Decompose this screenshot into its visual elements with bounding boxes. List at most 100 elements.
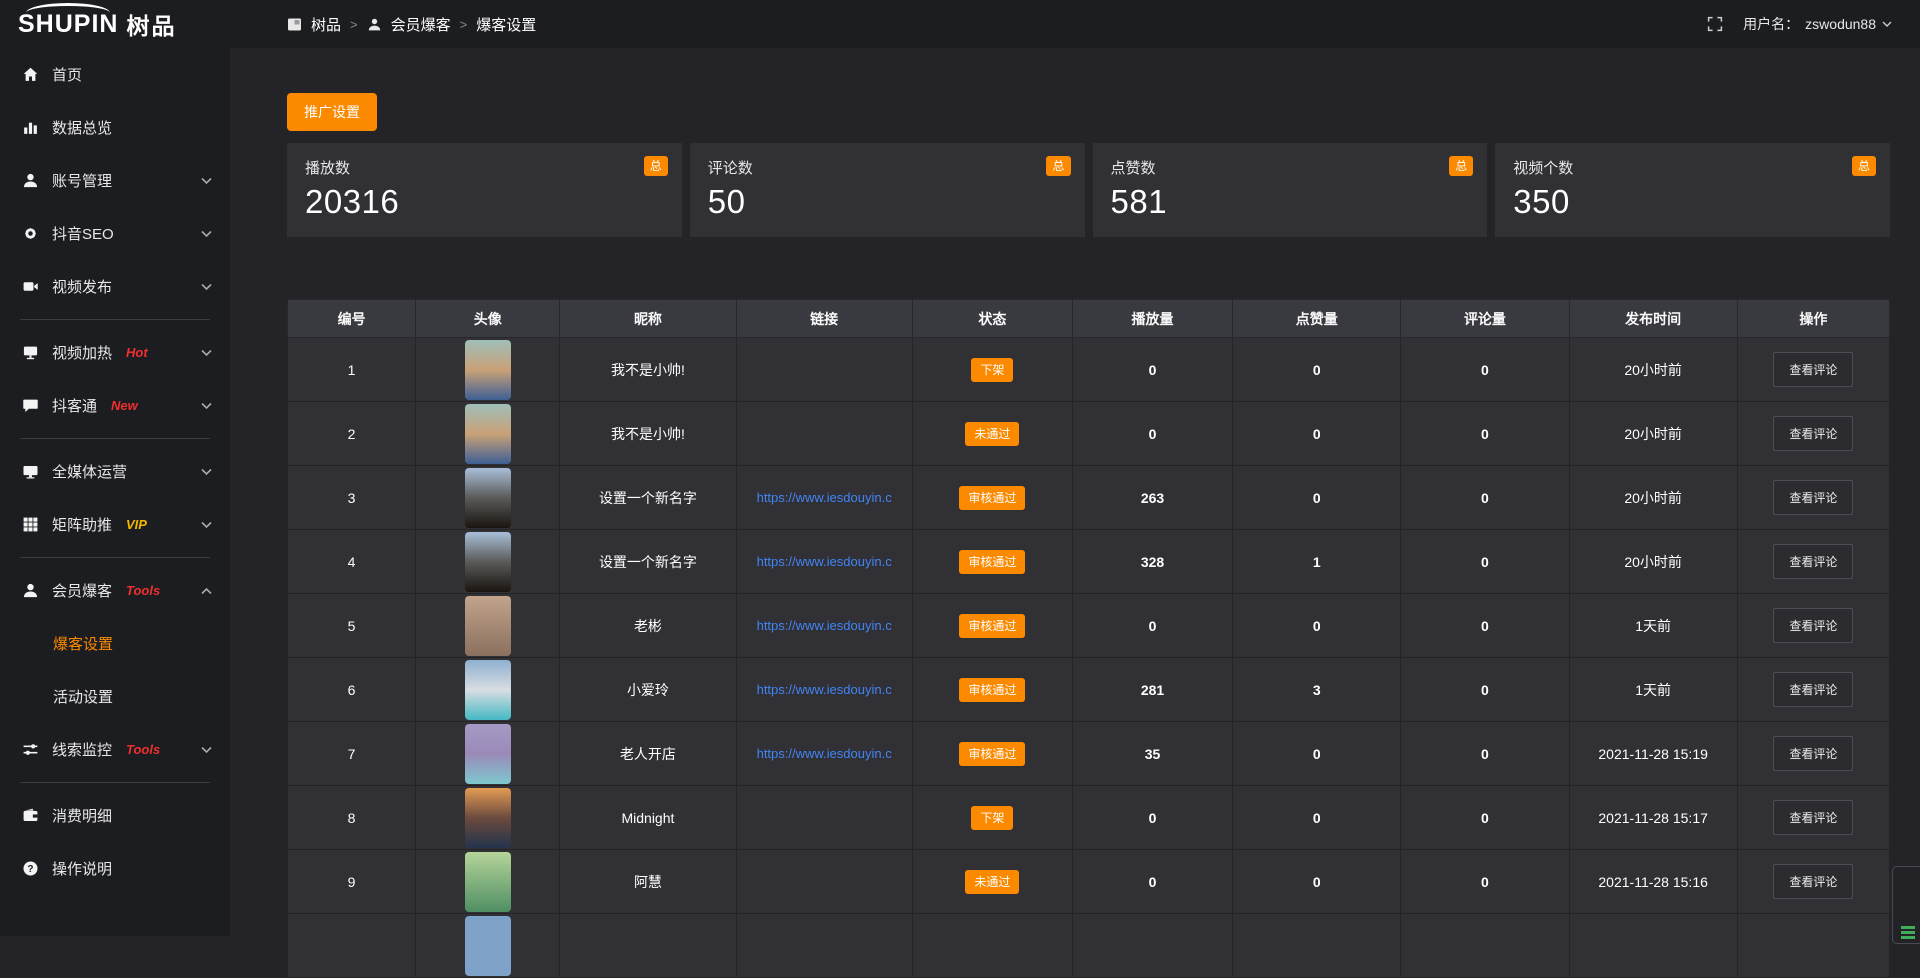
table-header-row: 编号头像昵称链接状态播放量点赞量评论量发布时间操作 bbox=[288, 300, 1890, 338]
sidebar-item-video-publish[interactable]: 视频发布 bbox=[0, 260, 230, 313]
avatar bbox=[465, 916, 511, 976]
table-row: 6 小爱玲 https://www.iesdouyin.c 审核通过 281 3… bbox=[288, 658, 1890, 722]
likes-cell: 0 bbox=[1233, 466, 1401, 530]
top-bar: 树品 > 会员爆客 > 爆客设置 用户名：zswodun88 bbox=[230, 0, 1920, 48]
sidebar-divider bbox=[20, 438, 210, 439]
comments-cell: 0 bbox=[1401, 530, 1569, 594]
view-comments-button[interactable]: 查看评论 bbox=[1773, 352, 1853, 387]
avatar bbox=[465, 788, 511, 848]
video-link[interactable]: https://www.iesdouyin.c bbox=[736, 466, 912, 530]
sidebar: SHUPIN 树品 首页 数据总览 账号管理 抖音SEO 视频发布 视频加热 H… bbox=[0, 0, 230, 936]
comments-cell: 0 bbox=[1401, 850, 1569, 914]
username-value: zswodun88 bbox=[1805, 16, 1876, 32]
table-row: 5 老彬 https://www.iesdouyin.c 审核通过 0 0 0 … bbox=[288, 594, 1890, 658]
video-table: 编号头像昵称链接状态播放量点赞量评论量发布时间操作 1 我不是小帅! 下架 0 … bbox=[287, 299, 1890, 978]
sidebar-item-home[interactable]: 首页 bbox=[0, 48, 230, 101]
sidebar-item-matrix-boost[interactable]: 矩阵助推 VIP bbox=[0, 498, 230, 551]
fullscreen-icon[interactable] bbox=[1707, 16, 1723, 32]
breadcrumb-separator: > bbox=[460, 17, 468, 32]
sidebar-item-data-overview[interactable]: 数据总览 bbox=[0, 101, 230, 154]
publish-time-cell: 20小时前 bbox=[1569, 530, 1737, 594]
brand-logo: SHUPIN 树品 bbox=[0, 0, 230, 48]
sidebar-subitem-activity-settings[interactable]: 活动设置 bbox=[0, 670, 230, 723]
stat-value: 581 bbox=[1111, 183, 1470, 221]
likes-cell: 0 bbox=[1233, 786, 1401, 850]
row-index: 6 bbox=[288, 658, 416, 722]
topbar-right: 用户名： zswodun88 bbox=[1707, 14, 1892, 34]
promotion-settings-button[interactable]: 推广设置 bbox=[287, 93, 377, 131]
column-header: 头像 bbox=[416, 300, 560, 338]
avatar bbox=[465, 724, 511, 784]
view-comments-button[interactable]: 查看评论 bbox=[1773, 672, 1853, 707]
likes-cell: 0 bbox=[1233, 402, 1401, 466]
comments-cell: 0 bbox=[1401, 594, 1569, 658]
tools-badge: Tools bbox=[126, 583, 160, 598]
chat-bubble-icon bbox=[22, 397, 39, 414]
avatar bbox=[465, 340, 511, 400]
sidebar-item-douketong[interactable]: 抖客通 New bbox=[0, 379, 230, 432]
sidebar-subitem-baoke-settings[interactable]: 爆客设置 bbox=[0, 617, 230, 670]
video-link[interactable] bbox=[736, 402, 912, 466]
likes-cell: 0 bbox=[1233, 850, 1401, 914]
stat-label: 播放数 bbox=[305, 157, 664, 178]
view-comments-button[interactable]: 查看评论 bbox=[1773, 416, 1853, 451]
sidebar-item-video-heat[interactable]: 视频加热 Hot bbox=[0, 326, 230, 379]
tools-badge: Tools bbox=[126, 742, 160, 757]
breadcrumb-parent[interactable]: 会员爆客 bbox=[391, 14, 451, 35]
view-comments-button[interactable]: 查看评论 bbox=[1773, 480, 1853, 515]
stat-label: 视频个数 bbox=[1513, 157, 1872, 178]
sidebar-item-member-baoke[interactable]: 会员爆客 Tools bbox=[0, 564, 230, 617]
nickname-cell: 我不是小帅! bbox=[560, 402, 736, 466]
sidebar-item-account-manage[interactable]: 账号管理 bbox=[0, 154, 230, 207]
view-comments-button[interactable]: 查看评论 bbox=[1773, 608, 1853, 643]
video-link[interactable] bbox=[736, 914, 912, 978]
video-link[interactable]: https://www.iesdouyin.c bbox=[736, 722, 912, 786]
bar-chart-icon bbox=[22, 119, 39, 136]
nickname-cell: 设置一个新名字 bbox=[560, 466, 736, 530]
status-badge: 未通过 bbox=[965, 870, 1019, 894]
column-header: 播放量 bbox=[1072, 300, 1232, 338]
sidebar-divider bbox=[20, 557, 210, 558]
monitor-icon bbox=[22, 463, 39, 480]
video-link[interactable] bbox=[736, 786, 912, 850]
user-menu[interactable]: 用户名： zswodun88 bbox=[1743, 14, 1892, 34]
floating-widget[interactable] bbox=[1892, 866, 1920, 944]
video-link[interactable]: https://www.iesdouyin.c bbox=[736, 530, 912, 594]
sidebar-item-clue-monitor[interactable]: 线索监控 Tools bbox=[0, 723, 230, 776]
plays-cell bbox=[1072, 914, 1232, 978]
nickname-cell: 阿慧 bbox=[560, 850, 736, 914]
view-comments-button[interactable]: 查看评论 bbox=[1773, 736, 1853, 771]
avatar bbox=[465, 596, 511, 656]
video-link[interactable] bbox=[736, 850, 912, 914]
video-link[interactable] bbox=[736, 338, 912, 402]
username-label: 用户名： bbox=[1743, 14, 1799, 34]
view-comments-button[interactable]: 查看评论 bbox=[1773, 864, 1853, 899]
view-comments-button[interactable]: 查看评论 bbox=[1773, 544, 1853, 579]
grid-icon bbox=[22, 516, 39, 533]
sidebar-item-all-media[interactable]: 全媒体运营 bbox=[0, 445, 230, 498]
status-badge: 未通过 bbox=[965, 422, 1019, 446]
plays-cell: 281 bbox=[1072, 658, 1232, 722]
row-index: 8 bbox=[288, 786, 416, 850]
column-header: 点赞量 bbox=[1233, 300, 1401, 338]
sidebar-item-operation-guide[interactable]: ? 操作说明 bbox=[0, 842, 230, 895]
publish-time-cell: 20小时前 bbox=[1569, 338, 1737, 402]
row-index: 2 bbox=[288, 402, 416, 466]
nickname-cell: 老彬 bbox=[560, 594, 736, 658]
logo-arc-decoration bbox=[26, 3, 110, 13]
view-comments-button[interactable]: 查看评论 bbox=[1773, 800, 1853, 835]
video-link[interactable]: https://www.iesdouyin.c bbox=[736, 658, 912, 722]
column-header: 链接 bbox=[736, 300, 912, 338]
column-header: 昵称 bbox=[560, 300, 736, 338]
sidebar-item-douyin-seo[interactable]: 抖音SEO bbox=[0, 207, 230, 260]
chevron-down-icon bbox=[201, 402, 212, 410]
video-link[interactable]: https://www.iesdouyin.c bbox=[736, 594, 912, 658]
likes-cell: 3 bbox=[1233, 658, 1401, 722]
likes-cell: 0 bbox=[1233, 594, 1401, 658]
user-icon bbox=[22, 172, 39, 189]
column-header: 发布时间 bbox=[1569, 300, 1737, 338]
breadcrumb-root[interactable]: 树品 bbox=[311, 14, 341, 35]
status-badge: 下架 bbox=[971, 358, 1013, 382]
sidebar-item-consumption-detail[interactable]: 消费明细 bbox=[0, 789, 230, 842]
plays-cell: 0 bbox=[1072, 594, 1232, 658]
